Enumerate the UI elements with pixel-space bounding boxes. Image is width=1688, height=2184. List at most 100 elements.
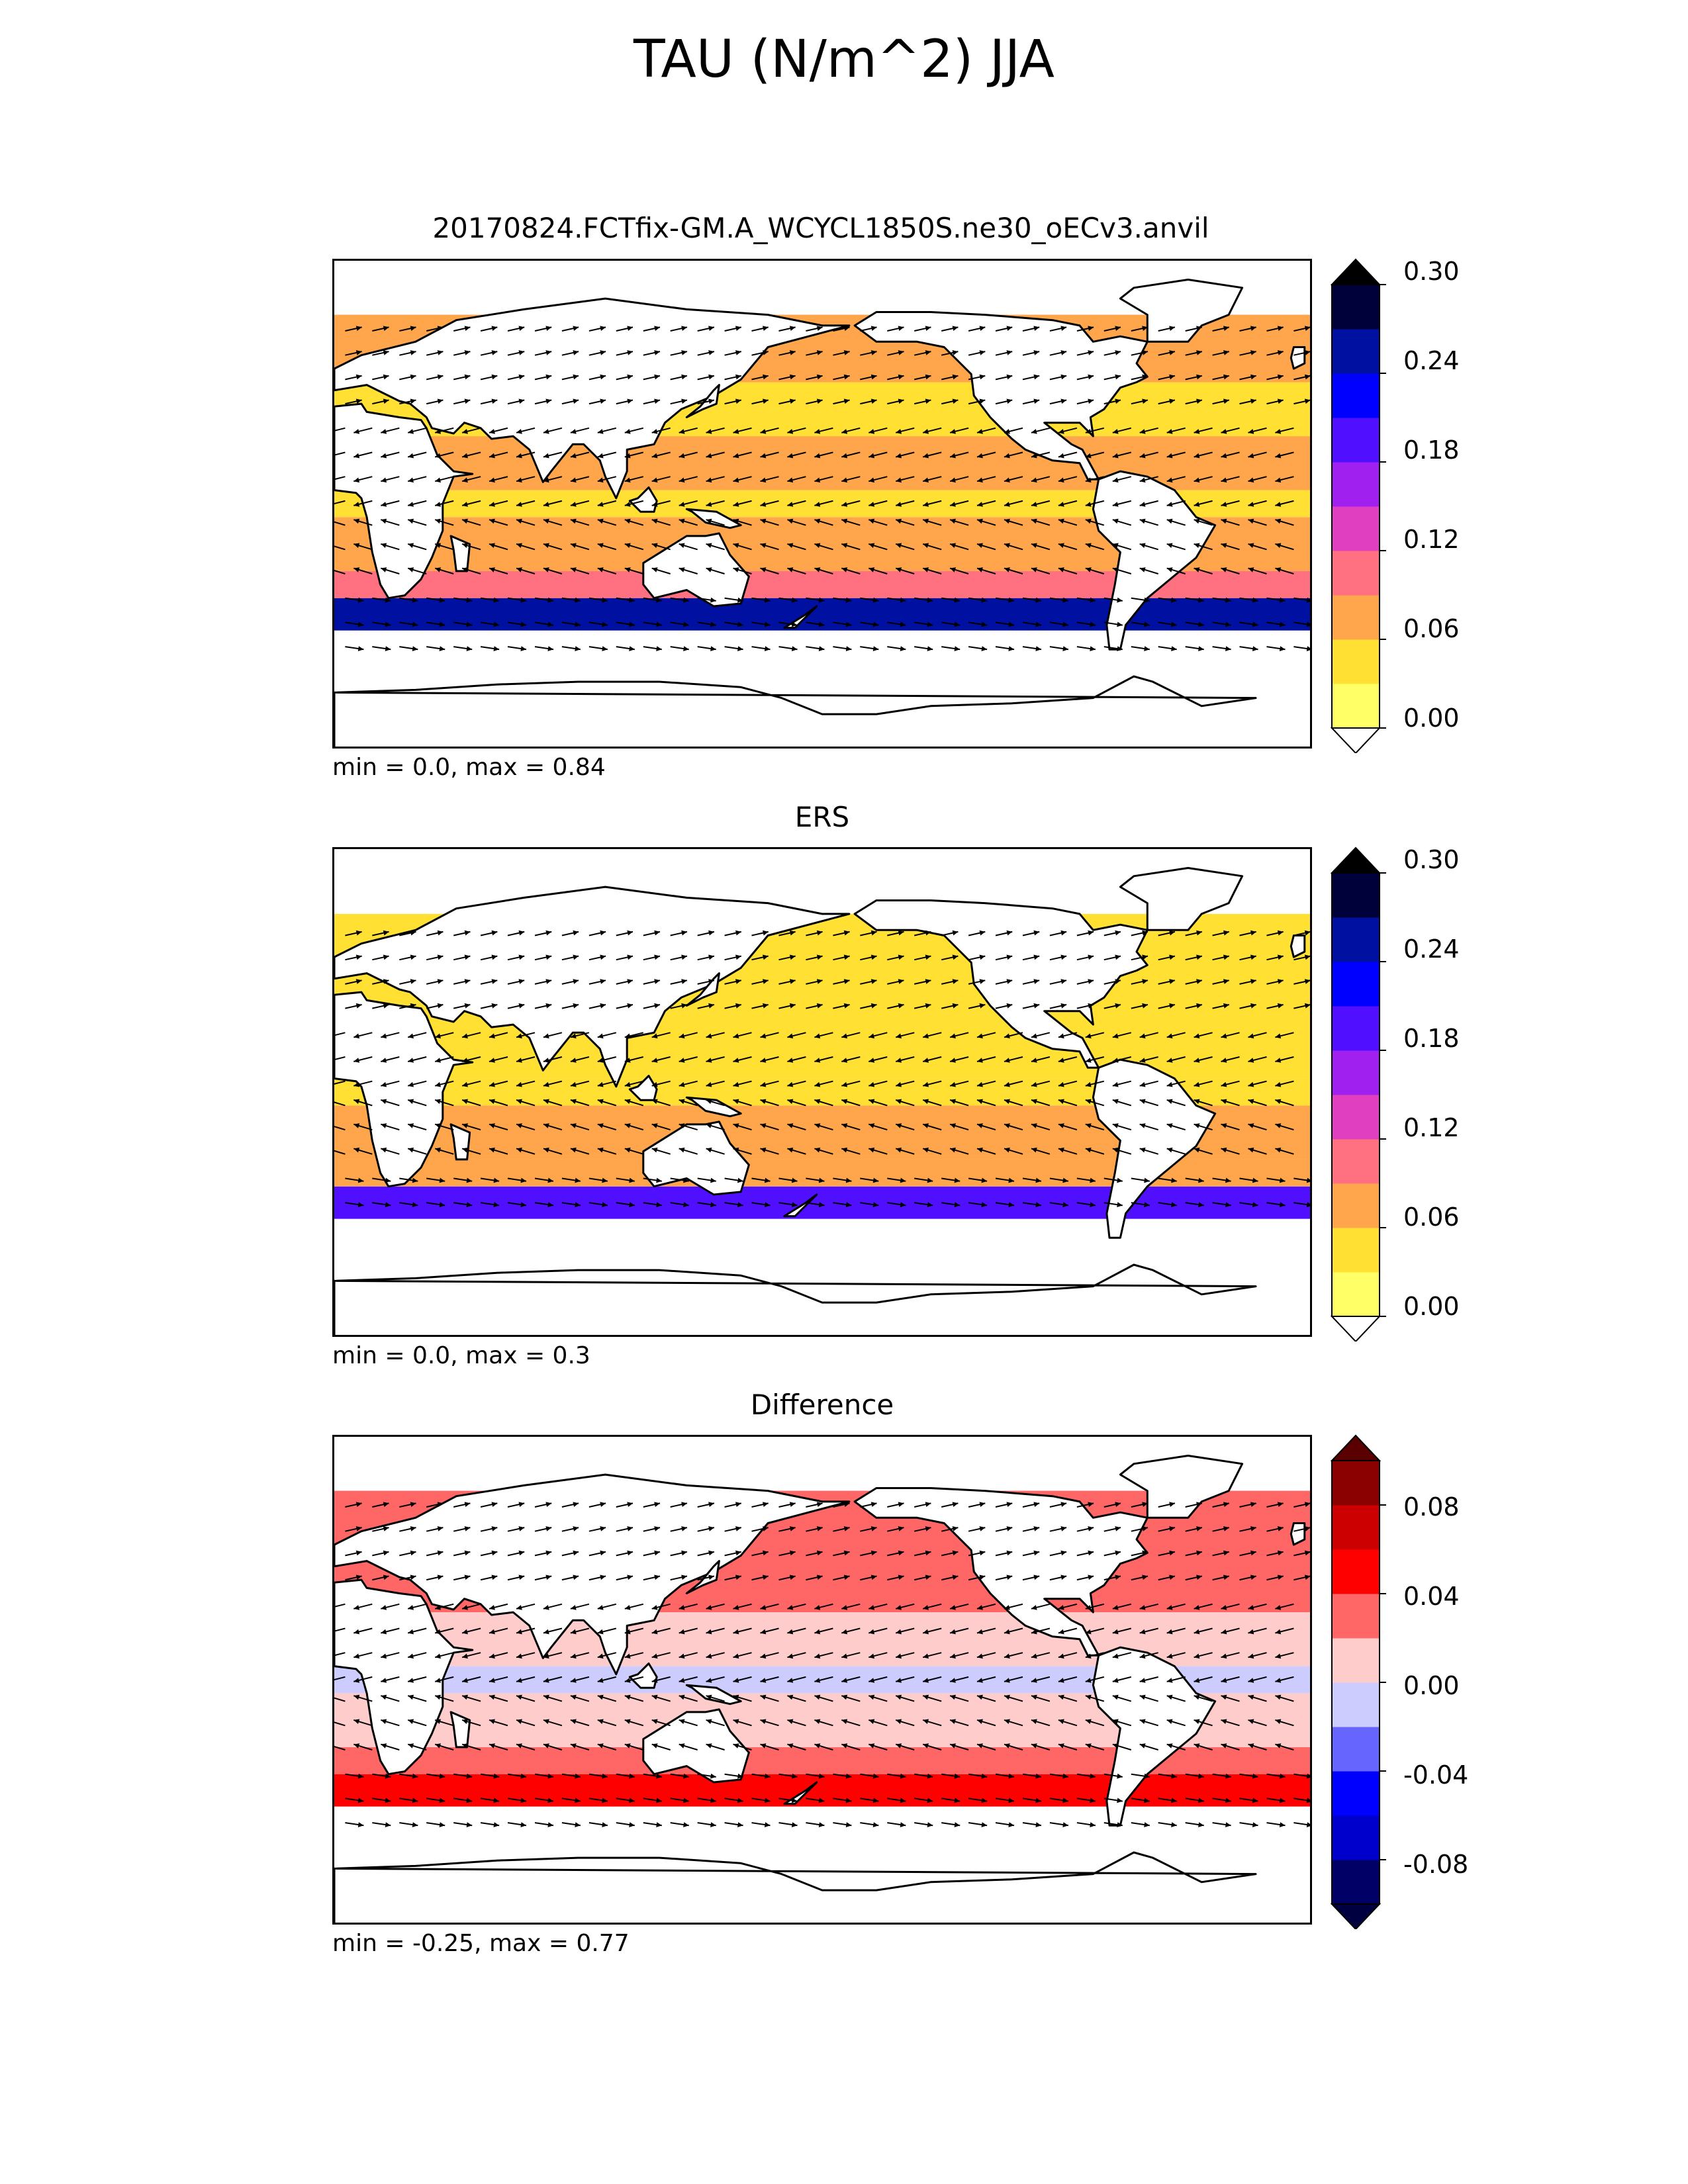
stress-arrow-head — [896, 477, 902, 483]
stress-arrow-head — [706, 543, 712, 548]
stress-arrow-head — [629, 621, 635, 627]
stress-arrow-head — [950, 453, 956, 459]
stress-arrow-head — [896, 1719, 902, 1724]
stress-arrow-head — [1166, 543, 1173, 548]
stress-arrow-head — [516, 1719, 522, 1724]
stress-arrow-head — [845, 1822, 852, 1827]
stress-arrow-head — [1166, 518, 1173, 524]
stress-arrow-head — [950, 502, 956, 507]
colorbar-level — [1332, 1228, 1380, 1273]
stress-arrow-head — [1033, 1550, 1040, 1556]
stress-arrow-head — [435, 1605, 441, 1610]
stress-arrow-head — [735, 1574, 741, 1580]
stress-arrow-head — [733, 1605, 739, 1610]
stress-arrow-head — [597, 1033, 604, 1039]
stress-arrow-head — [1198, 621, 1204, 627]
stress-arrow-head — [1144, 1822, 1150, 1827]
stress-arrow-head — [843, 979, 850, 984]
stress-arrow-head — [547, 597, 553, 603]
stress-arrow-head — [1221, 1653, 1227, 1659]
stress-arrow-head — [600, 1003, 606, 1009]
stress-arrow-head — [573, 326, 579, 331]
stress-arrow-head — [706, 429, 712, 434]
stress-arrow-head — [1031, 1123, 1037, 1128]
stress-arrow-head — [841, 453, 848, 459]
stress-arrow-head — [624, 429, 631, 434]
stress-arrow-head — [545, 954, 552, 960]
stress-arrow-head — [573, 374, 579, 380]
stress-arrow-head — [1248, 543, 1254, 548]
stress-arrow-head — [1006, 930, 1013, 936]
stress-arrow-head — [466, 1202, 473, 1208]
stress-arrow-head — [1112, 1058, 1119, 1063]
stress-arrow-head — [435, 477, 441, 483]
stress-arrow-head — [977, 1719, 983, 1724]
stress-arrow-head — [1248, 1743, 1254, 1749]
stress-arrow-head — [868, 477, 875, 483]
stress-arrow-head — [410, 954, 416, 960]
stress-arrow-head — [1194, 1081, 1200, 1087]
stress-arrow-head — [573, 1003, 579, 1009]
stress-arrow-head — [353, 1081, 360, 1087]
coastline — [334, 886, 851, 1088]
stress-arrow-head — [408, 1653, 414, 1659]
stress-arrow-head — [787, 1099, 794, 1105]
stress-arrow-head — [816, 1502, 823, 1507]
stress-arrow-head — [952, 954, 959, 960]
stress-arrow-head — [1088, 1003, 1094, 1009]
stress-arrow-head — [1060, 326, 1067, 331]
coastline — [853, 1487, 1149, 1657]
stress-arrow-head — [435, 567, 441, 572]
stress-arrow-head — [493, 597, 500, 603]
stress-arrow-head — [1166, 1694, 1173, 1700]
stress-arrow-head — [462, 1099, 468, 1105]
stress-arrow-head — [954, 597, 961, 603]
stress-arrow-head — [543, 1099, 549, 1105]
colorbar-level — [1332, 1727, 1380, 1772]
stress-arrow-head — [681, 1502, 687, 1507]
stress-arrow-head — [381, 429, 387, 434]
stress-arrow-head — [573, 1550, 579, 1556]
stress-arrow-head — [464, 398, 471, 404]
stress-arrow-head — [600, 930, 606, 936]
stress-arrow-head — [1221, 1719, 1227, 1724]
stress-arrow-head — [547, 1202, 553, 1208]
stress-arrow-head — [977, 1033, 983, 1039]
stress-arrow-head — [1306, 1773, 1310, 1779]
stress-arrow-head — [353, 518, 360, 524]
stress-arrow-head — [843, 1003, 850, 1009]
stress-arrow-head — [789, 930, 796, 936]
stress-arrow-head — [896, 453, 902, 459]
stress-arrow-head — [814, 1081, 821, 1087]
stress-arrow-head — [355, 954, 362, 960]
stress-arrow-head — [1198, 646, 1204, 651]
stress-arrow-head — [1031, 453, 1037, 459]
stress-arrow-head — [791, 1822, 798, 1827]
stress-arrow-head — [381, 1719, 387, 1724]
stress-arrow-head — [1277, 1003, 1284, 1009]
stress-arrow-head — [870, 350, 877, 355]
stress-arrow-head — [491, 954, 498, 960]
stress-arrow-head — [518, 326, 525, 331]
stress-arrow-head — [602, 597, 608, 603]
stress-arrow-head — [1194, 429, 1200, 434]
stress-arrow-head — [1031, 1678, 1037, 1683]
stress-arrow-head — [570, 429, 577, 434]
stress-arrow-head — [1306, 1797, 1310, 1803]
stress-arrow-head — [597, 1148, 604, 1153]
stress-arrow-head — [651, 1058, 658, 1063]
stress-arrow-head — [1062, 1773, 1068, 1779]
stress-arrow-head — [1090, 1797, 1096, 1803]
stress-arrow-head — [629, 1177, 635, 1183]
stress-arrow-head — [816, 1003, 823, 1009]
stress-arrow-head — [760, 429, 767, 434]
stress-arrow-head — [710, 1773, 716, 1779]
coastline — [1119, 867, 1244, 931]
stress-arrow-head — [816, 954, 823, 960]
stress-arrow-head — [1248, 518, 1254, 524]
stress-arrow-head — [760, 1694, 767, 1700]
stress-arrow-head — [1169, 1526, 1175, 1531]
stress-arrow-head — [412, 1202, 418, 1208]
stress-arrow-head — [353, 1033, 360, 1039]
stress-arrow-head — [1004, 567, 1010, 572]
